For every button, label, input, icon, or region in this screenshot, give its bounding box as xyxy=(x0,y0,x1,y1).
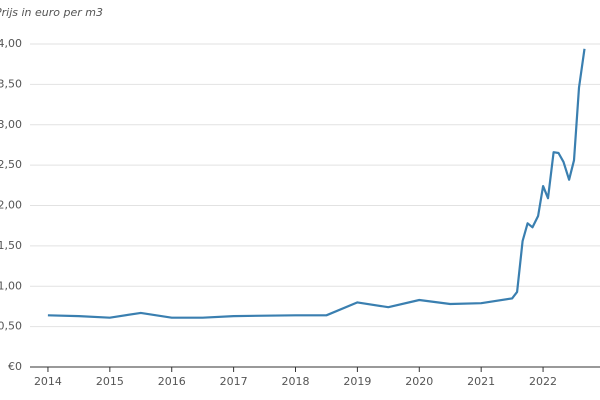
y-tick-label: €4,00 xyxy=(0,37,22,50)
x-tick-label: 2018 xyxy=(282,375,310,388)
x-tick-label: 2019 xyxy=(343,375,371,388)
x-tick-label: 2021 xyxy=(467,375,495,388)
x-tick-label: 2017 xyxy=(220,375,248,388)
x-tick-label: 2020 xyxy=(405,375,433,388)
x-tick-label: 2015 xyxy=(96,375,124,388)
line-series xyxy=(47,48,586,319)
y-tick-label: €0 xyxy=(8,360,22,373)
y-tick-label: €0,50 xyxy=(0,320,22,333)
y-tick-label: €1,50 xyxy=(0,239,22,252)
y-tick-label: €2,50 xyxy=(0,158,22,171)
x-tick-label: 2016 xyxy=(158,375,186,388)
x-tick-label: 2014 xyxy=(34,375,62,388)
y-tick-label: €2,00 xyxy=(0,199,22,212)
x-tick-label: 2022 xyxy=(529,375,557,388)
y-tick-label: €1,00 xyxy=(0,279,22,292)
y-axis-title: Prijs in euro per m3 xyxy=(0,6,103,19)
y-tick-label: €3,50 xyxy=(0,77,22,90)
y-tick-label: €3,00 xyxy=(0,118,22,131)
